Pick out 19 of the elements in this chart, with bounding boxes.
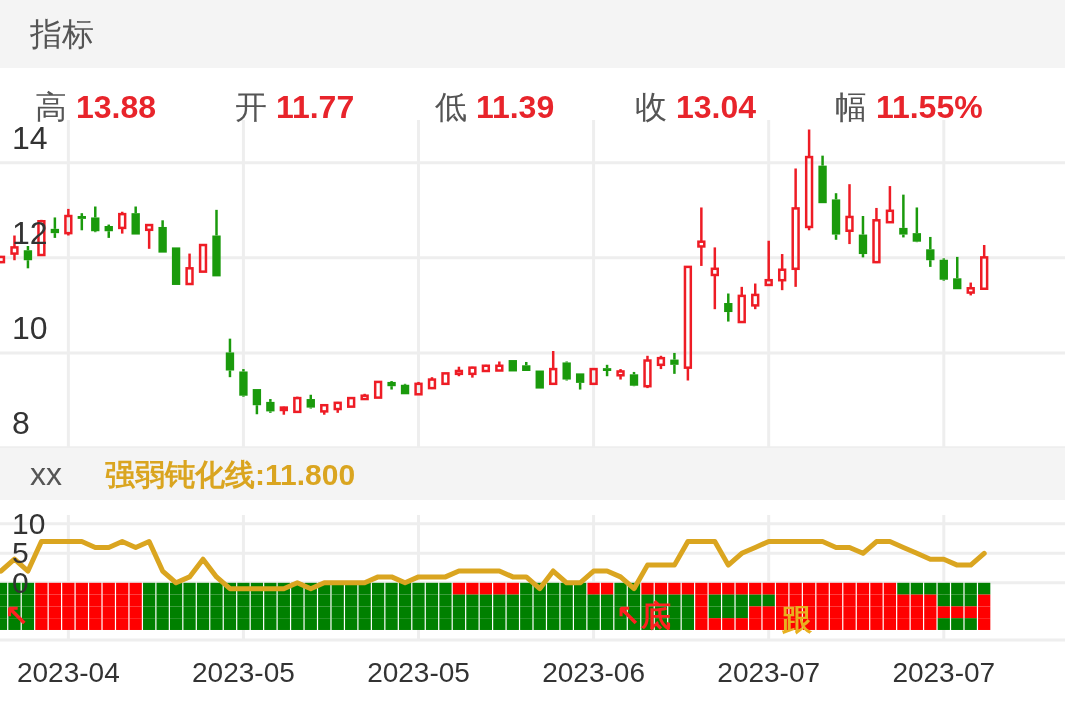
annotation: 开 11.77 [235,89,355,125]
series-label: 强弱钝化线:11.800 [105,458,356,491]
bar [506,582,519,595]
x-tick-label: 2023-05 [192,657,295,688]
x-tick-label: 2023-05 [367,657,470,688]
y-tick-label: 10 [12,309,48,346]
chart-title: xx [30,456,62,492]
x-tick-label: 2023-06 [542,657,645,688]
x-tick-label: 2023-07 [717,657,821,688]
annotation: 幅 11.55% [835,89,983,125]
annotation: 收 13.04 [635,89,757,125]
y-tick-label: 8 [12,405,30,441]
annotation: 高 13.88 [35,89,156,125]
x-tick-label: 2023-04 [16,657,120,688]
bar [762,594,775,607]
annotation: 低 11.39 [435,89,555,125]
x-tick-label: 2023-07 [892,657,996,688]
chart-title: 指标 [29,16,94,52]
bar [964,618,977,630]
